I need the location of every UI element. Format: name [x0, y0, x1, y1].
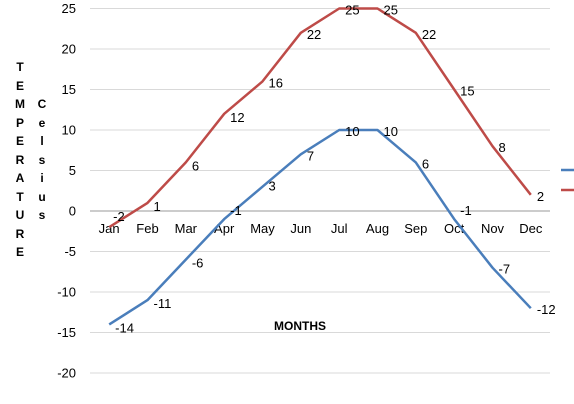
data-label: 2 [537, 189, 544, 204]
axis-title-letter: U [15, 208, 25, 222]
y-tick-label: 25 [62, 1, 76, 16]
axis-title-letter: e [38, 115, 46, 130]
axis-title-letter: E [15, 78, 24, 93]
x-tick-label: Jun [290, 221, 311, 236]
data-label: -11 [154, 296, 172, 311]
axis-title-letter: i [40, 171, 44, 185]
data-label: 6 [422, 156, 429, 171]
axis-title-letter: s [38, 152, 46, 167]
axis-title-letter: R [15, 226, 25, 241]
x-tick-label: Feb [136, 221, 158, 236]
data-label: 8 [499, 140, 506, 155]
y-tick-label: 15 [62, 82, 76, 97]
data-label: 1 [154, 199, 161, 214]
y-tick-label: -5 [64, 244, 76, 259]
x-tick-label: Aug [366, 221, 389, 236]
y-tick-label: -10 [57, 285, 76, 300]
data-label: -7 [499, 262, 511, 277]
data-label: 22 [307, 27, 321, 42]
x-tick-label: Apr [214, 221, 235, 236]
x-tick-label: Nov [481, 221, 505, 236]
x-axis-ticks: Jan Feb Mar Apr May Jun Jul Aug Sep Oct Nov Dec [99, 221, 543, 236]
data-label: -12 [537, 302, 556, 317]
y-tick-label: 10 [62, 123, 76, 138]
x-tick-label: Jul [331, 221, 348, 236]
y-tick-label: 0 [69, 204, 76, 219]
data-label: 12 [230, 110, 244, 125]
series-line-1 [108, 128, 532, 326]
data-label: -1 [230, 203, 242, 218]
data-label: -1 [460, 203, 472, 218]
x-axis-title: MONTHS [274, 319, 326, 333]
data-label: 10 [384, 124, 398, 139]
axis-title-letter: C [37, 97, 47, 111]
y-axis-ticks: -20 -15 -10 -5 0 5 10 15 20 25 [57, 1, 76, 381]
axis-title-letter: T [16, 60, 24, 74]
data-label: 22 [422, 27, 436, 42]
axis-title-letter: l [40, 134, 44, 148]
data-label: -14 [115, 320, 134, 335]
axis-title-letter: A [15, 171, 25, 185]
axis-title-letter: E [15, 134, 24, 148]
data-label: -2 [113, 209, 125, 224]
x-tick-label: Dec [519, 221, 543, 236]
data-label: 7 [307, 148, 314, 163]
axis-title-letter: R [15, 152, 25, 167]
data-label: -6 [192, 256, 204, 271]
gridlines [90, 8, 550, 374]
data-label: 6 [192, 158, 199, 173]
x-tick-label: Sep [404, 221, 427, 236]
legend [561, 168, 574, 192]
data-label: 15 [460, 84, 474, 99]
series-line-2 [108, 7, 532, 229]
data-label: 25 [345, 3, 359, 18]
x-tick-label: Mar [175, 221, 198, 236]
axis-title-letter: u [38, 189, 46, 204]
data-label: 25 [384, 3, 398, 18]
axis-title-letter: T [16, 189, 24, 204]
axis-title-letter: P [15, 115, 24, 130]
data-label: 16 [269, 75, 283, 90]
y-tick-label: -20 [57, 366, 76, 381]
axis-title-letter: E [15, 245, 24, 259]
data-label: 10 [345, 124, 359, 139]
data-label: 3 [269, 179, 276, 194]
x-tick-label: May [250, 221, 275, 236]
y-tick-label: 5 [69, 163, 76, 178]
y-tick-label: 20 [62, 42, 76, 57]
series-lines [108, 7, 532, 326]
axis-title-letter: s [38, 208, 46, 222]
axis-title-letter: M [15, 97, 25, 111]
y-tick-label: -15 [57, 325, 76, 340]
